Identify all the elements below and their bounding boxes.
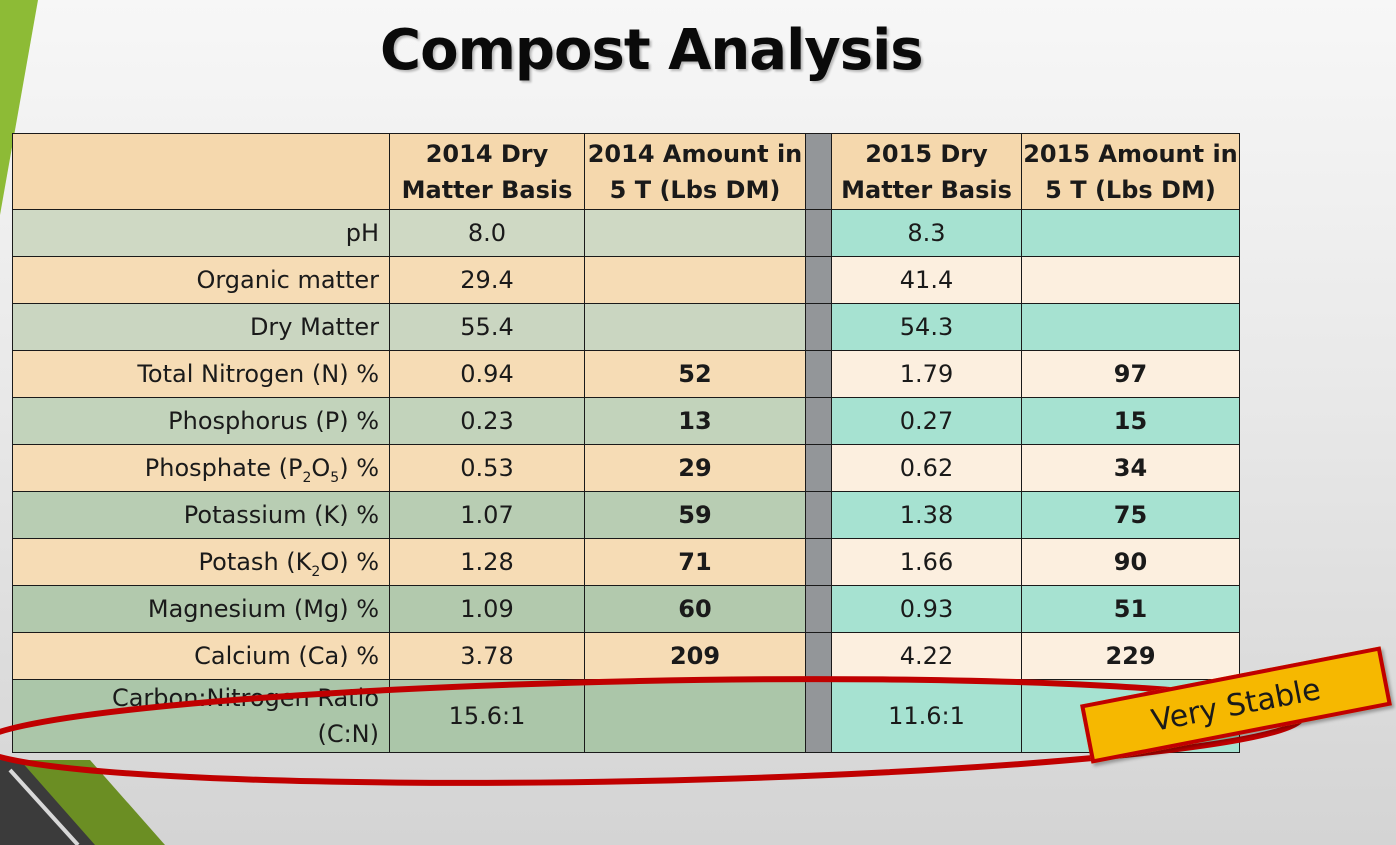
cell-2015-amount: 75 bbox=[1021, 491, 1240, 539]
table-row: Dry Matter 55.4 54.3 bbox=[12, 303, 1240, 351]
cell-2015-amount bbox=[1021, 303, 1240, 351]
compost-analysis-table: 2014 Dry Matter Basis 2014 Amount in 5 T… bbox=[12, 133, 1240, 753]
table-row: Organic matter 29.4 41.4 bbox=[12, 256, 1240, 304]
header-row: 2014 Dry Matter Basis 2014 Amount in 5 T… bbox=[12, 133, 1240, 210]
table-row: Total Nitrogen (N) % 0.94 52 1.79 97 bbox=[12, 350, 1240, 398]
row-label: Phosphate (P2O5) % bbox=[12, 444, 390, 492]
cell-2014-dm: 3.78 bbox=[389, 632, 585, 680]
cell-2015-dm: 8.3 bbox=[831, 209, 1022, 257]
table-row: Potassium (K) % 1.07 59 1.38 75 bbox=[12, 491, 1240, 539]
cell-2014-amount: 71 bbox=[584, 538, 806, 586]
cell-2014-dm: 0.53 bbox=[389, 444, 585, 492]
table-row: pH 8.0 8.3 bbox=[12, 209, 1240, 257]
cell-2015-dm: 4.22 bbox=[831, 632, 1022, 680]
cell-2014-amount: 52 bbox=[584, 350, 806, 398]
cell-2015-dm: 0.27 bbox=[831, 397, 1022, 445]
bottom-left-dark-stripe bbox=[0, 760, 95, 845]
row-label: Magnesium (Mg) % bbox=[12, 585, 390, 633]
slide-title: Compost Analysis bbox=[380, 18, 924, 83]
header-2014-amount: 2014 Amount in 5 T (Lbs DM) bbox=[584, 133, 806, 210]
cell-2014-dm: 0.94 bbox=[389, 350, 585, 398]
bottom-left-highlight bbox=[8, 768, 80, 845]
table-row: Calcium (Ca) % 3.78 209 4.22 229 bbox=[12, 632, 1240, 680]
table-row: Phosphate (P2O5) % 0.53 29 0.62 34 bbox=[12, 444, 1240, 492]
row-label: Organic matter bbox=[12, 256, 390, 304]
cell-2014-dm: 1.09 bbox=[389, 585, 585, 633]
gap-column bbox=[805, 133, 832, 210]
cell-2014-dm: 0.23 bbox=[389, 397, 585, 445]
row-label: Calcium (Ca) % bbox=[12, 632, 390, 680]
table-row: Potash (K2O) % 1.28 71 1.66 90 bbox=[12, 538, 1240, 586]
cell-2015-dm: 1.66 bbox=[831, 538, 1022, 586]
row-label: Phosphorus (P) % bbox=[12, 397, 390, 445]
cell-2015-amount: 51 bbox=[1021, 585, 1240, 633]
row-label: Carbon:Nitrogen Ratio (C:N) bbox=[12, 679, 390, 753]
cell-2014-amount bbox=[584, 256, 806, 304]
header-2015-dm: 2015 Dry Matter Basis bbox=[831, 133, 1022, 210]
cell-2014-dm: 8.0 bbox=[389, 209, 585, 257]
cell-2014-amount bbox=[584, 209, 806, 257]
header-2015-amount: 2015 Amount in 5 T (Lbs DM) bbox=[1021, 133, 1240, 210]
row-label: Dry Matter bbox=[12, 303, 390, 351]
cell-2014-amount: 60 bbox=[584, 585, 806, 633]
cell-2015-dm: 1.79 bbox=[831, 350, 1022, 398]
row-label: Potassium (K) % bbox=[12, 491, 390, 539]
cell-2014-dm: 1.07 bbox=[389, 491, 585, 539]
cell-2015-amount: 34 bbox=[1021, 444, 1240, 492]
cell-2015-amount: 229 bbox=[1021, 632, 1240, 680]
cell-2015-dm: 0.93 bbox=[831, 585, 1022, 633]
cell-2015-dm: 41.4 bbox=[831, 256, 1022, 304]
header-2014-dm: 2014 Dry Matter Basis bbox=[389, 133, 585, 210]
table-row: Carbon:Nitrogen Ratio (C:N) 15.6:1 11.6:… bbox=[12, 679, 1240, 753]
cell-2014-dm: 29.4 bbox=[389, 256, 585, 304]
cell-2014-dm: 15.6:1 bbox=[389, 679, 585, 753]
cell-2015-dm: 54.3 bbox=[831, 303, 1022, 351]
cell-2014-amount: 13 bbox=[584, 397, 806, 445]
bottom-left-green-stripe bbox=[0, 760, 165, 845]
row-label: Potash (K2O) % bbox=[12, 538, 390, 586]
cell-2015-amount bbox=[1021, 256, 1240, 304]
cell-2014-amount: 29 bbox=[584, 444, 806, 492]
cell-2015-amount: 15 bbox=[1021, 397, 1240, 445]
cell-2014-amount bbox=[584, 679, 806, 753]
cell-2015-amount: 90 bbox=[1021, 538, 1240, 586]
cell-2014-amount: 59 bbox=[584, 491, 806, 539]
cell-2014-dm: 1.28 bbox=[389, 538, 585, 586]
cell-2015-dm: 11.6:1 bbox=[831, 679, 1022, 753]
cell-2014-amount bbox=[584, 303, 806, 351]
cell-2015-amount: 97 bbox=[1021, 350, 1240, 398]
cell-2014-dm: 55.4 bbox=[389, 303, 585, 351]
cell-2015-dm: 1.38 bbox=[831, 491, 1022, 539]
row-label: pH bbox=[12, 209, 390, 257]
table-row: Phosphorus (P) % 0.23 13 0.27 15 bbox=[12, 397, 1240, 445]
row-label: Total Nitrogen (N) % bbox=[12, 350, 390, 398]
header-blank bbox=[12, 133, 390, 210]
table-row: Magnesium (Mg) % 1.09 60 0.93 51 bbox=[12, 585, 1240, 633]
cell-2014-amount: 209 bbox=[584, 632, 806, 680]
cell-2015-amount bbox=[1021, 209, 1240, 257]
cell-2015-dm: 0.62 bbox=[831, 444, 1022, 492]
